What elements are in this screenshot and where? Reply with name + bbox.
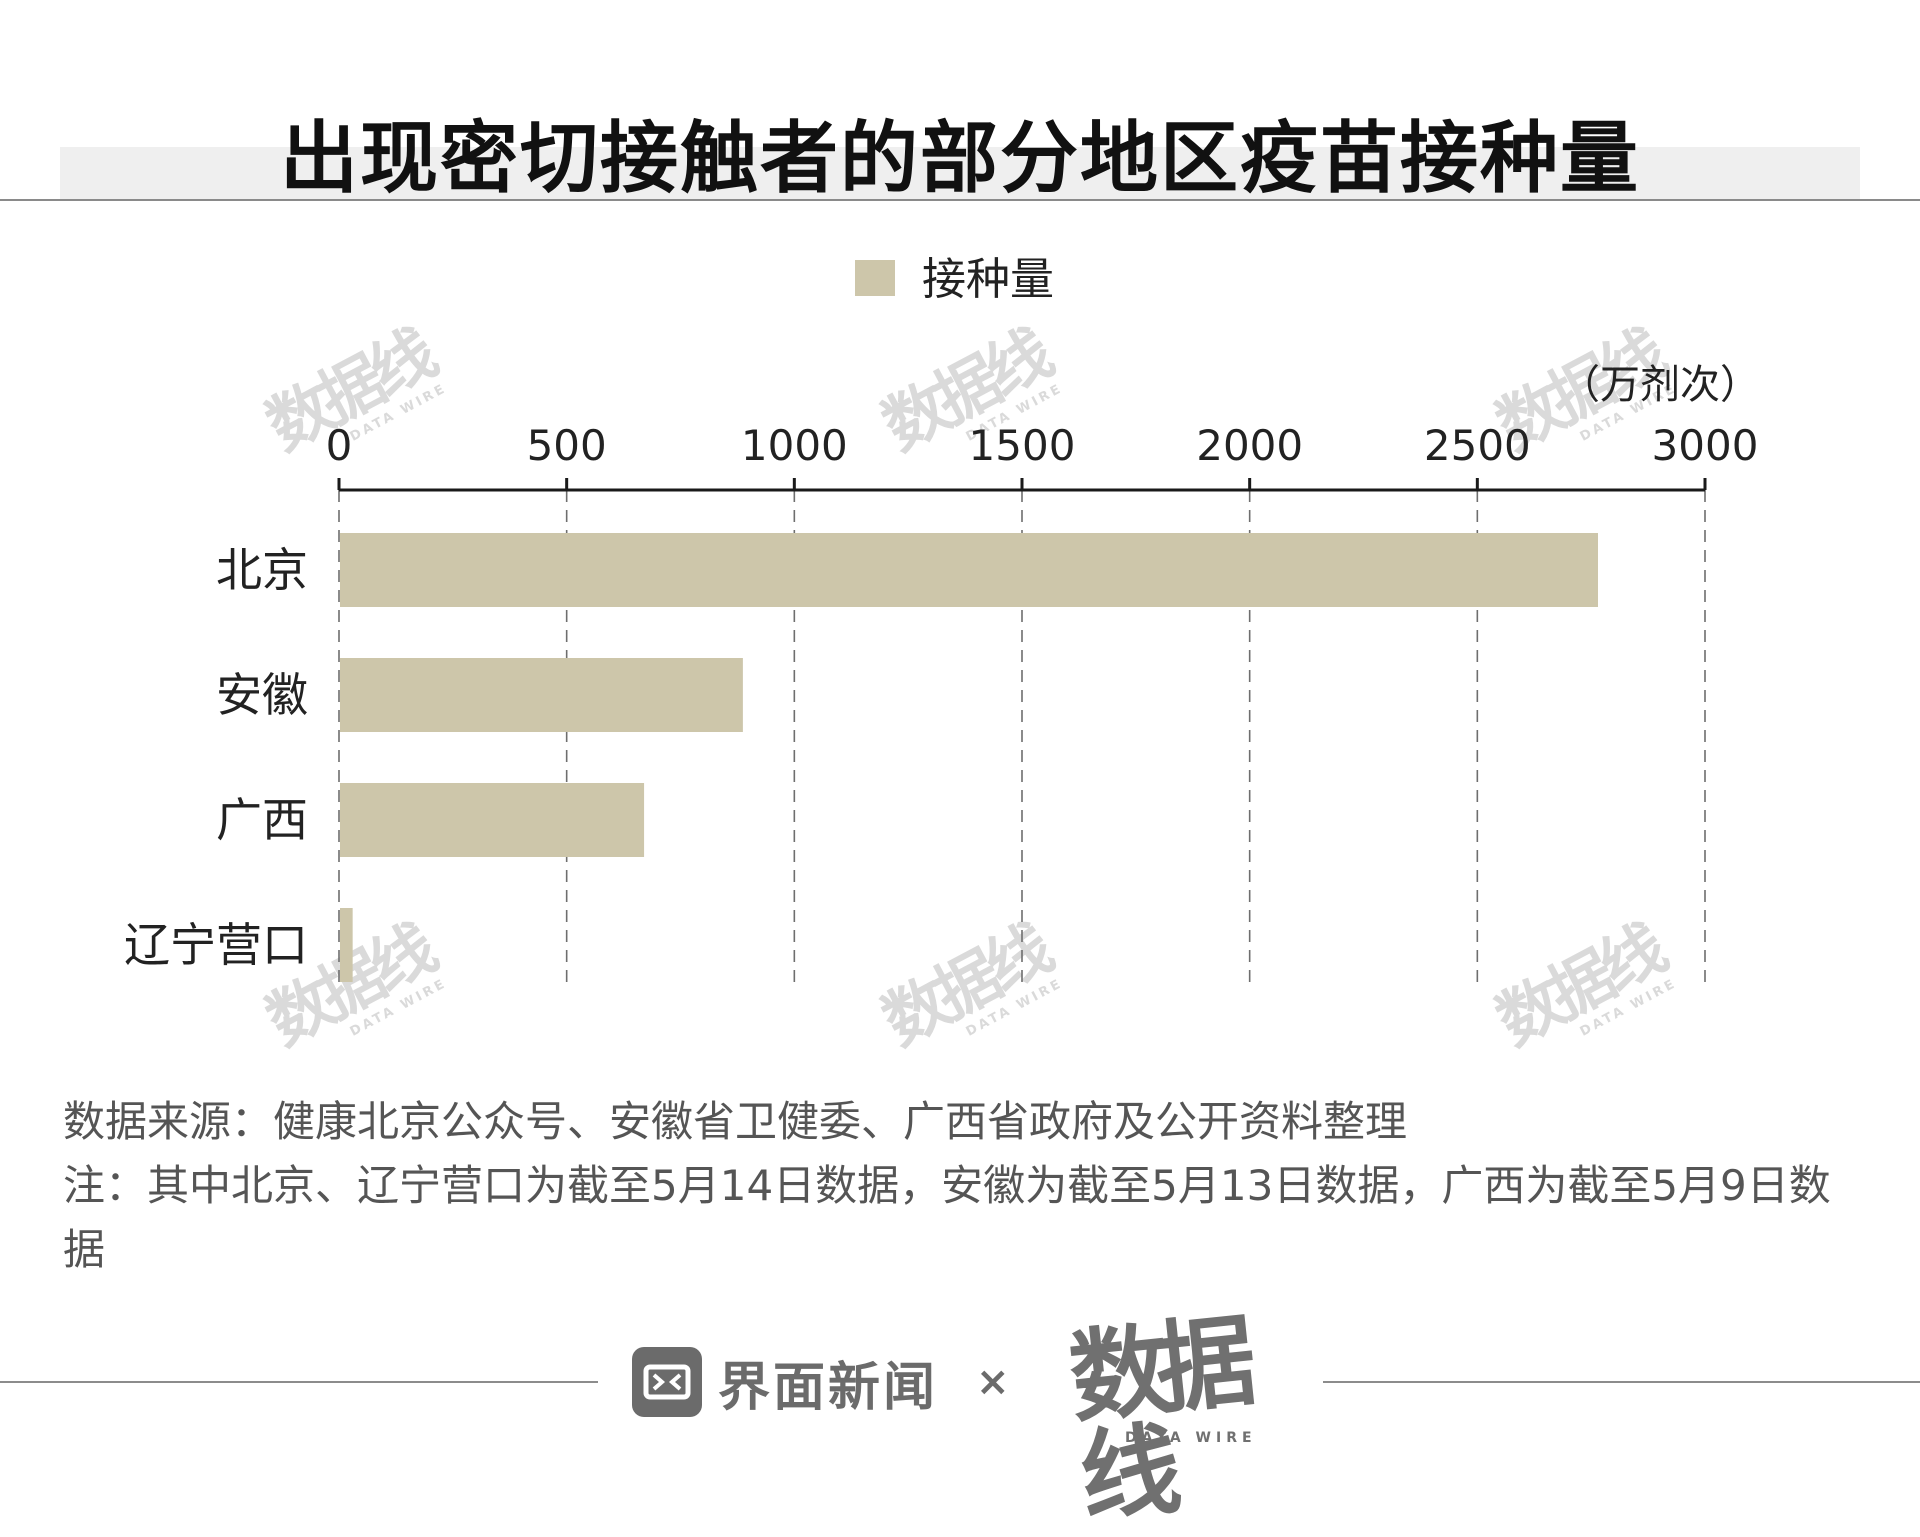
x-tick-label: 3000: [1652, 421, 1759, 470]
title-band: [60, 147, 1860, 199]
footer-line-left: [0, 1381, 598, 1383]
bar-chart: 接种量 （万剂次） 0 500 1000 1500 2000 2500 3000 北京安徽广西辽宁…: [124, 254, 1760, 990]
footer-brand: 界面新闻 ×: [632, 1346, 1010, 1418]
unit-label: （万剂次）: [1560, 362, 1760, 408]
bar: [340, 908, 353, 982]
footer-line-right: [1323, 1381, 1920, 1383]
bar: [340, 783, 645, 857]
title-divider: [0, 199, 1920, 201]
jiemian-logo-icon: [632, 1347, 702, 1417]
bar: [340, 533, 1598, 607]
category-label: 辽宁营口: [124, 918, 308, 972]
datawire-logo: 数据线 DATA WIRE: [1064, 1303, 1295, 1537]
category-label: 广西: [216, 793, 308, 847]
datawire-logo-sub: DATA WIRE: [1125, 1430, 1257, 1446]
x-tick-label: 500: [527, 421, 607, 470]
x-tick-label: 1500: [969, 421, 1076, 470]
x-tick-label: 2500: [1424, 421, 1531, 470]
source-notes: 数据来源：健康北京公众号、安徽省卫健委、广西省政府及公开资料整理 注：其中北京、…: [63, 1090, 1863, 1282]
brand-name: 界面新闻: [718, 1357, 939, 1418]
note-text: 注：其中北京、辽宁营口为截至5月14日数据，安徽为截至5月13日数据，广西为截至…: [63, 1161, 1831, 1274]
separator: ×: [976, 1359, 1010, 1405]
category-label: 安徽: [216, 668, 308, 722]
x-tick-label: 2000: [1196, 421, 1303, 470]
bar: [340, 658, 743, 732]
category-label: 北京: [216, 543, 308, 597]
datawire-logo-text: 数据线: [1064, 1303, 1248, 1537]
x-tick-label: 0: [326, 421, 353, 470]
chart-title: 出现密切接触者的部分地区疫苗接种量: [279, 114, 1640, 204]
legend-label: 接种量: [922, 254, 1054, 305]
source-text: 数据来源：健康北京公众号、安徽省卫健委、广西省政府及公开资料整理: [63, 1097, 1408, 1146]
x-tick-label: 1000: [741, 421, 848, 470]
legend-swatch: [855, 260, 895, 296]
